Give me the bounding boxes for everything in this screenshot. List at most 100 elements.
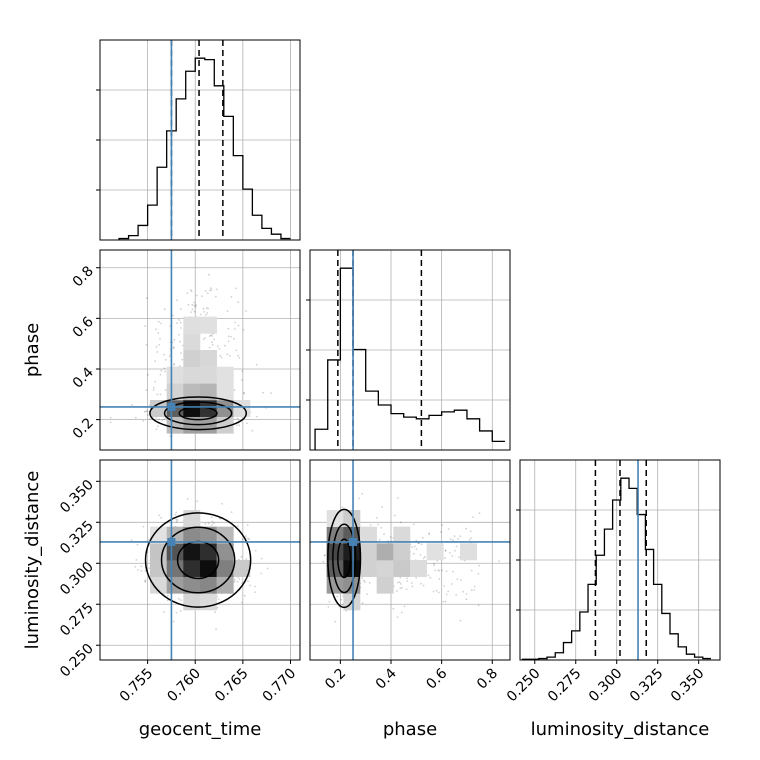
sample-point [245,558,248,560]
sample-point [146,551,149,554]
sample-point [175,520,178,523]
sample-point [159,373,162,376]
panel-luminosity-distance-hist-frame [519,459,721,661]
sample-point [241,538,244,541]
tick-label-y-luminosity-distance-0: 0.250 [57,641,97,681]
sample-point [204,522,207,525]
sample-point [179,321,182,324]
sample-point [414,545,416,548]
sample-point [266,567,269,570]
sample-point [143,410,146,413]
sample-point [419,554,422,556]
truth-marker-luminosity-distance-vs-phase [349,537,358,546]
sample-point [420,543,423,546]
tick-label-x-luminosity-distance-3: 0.325 [627,666,667,706]
sample-point [240,555,243,558]
density-cell [166,560,184,577]
hist-bar-luminosity-distance-5 [563,643,571,660]
tick-label-x-luminosity-distance-0: 0.250 [504,666,544,706]
sample-point [415,548,418,550]
sample-point [399,521,402,524]
sample-point [334,620,337,623]
sample-point [254,585,256,588]
sample-point [399,587,402,590]
panel-phase-vs-geocent-time-frame [99,249,301,451]
sample-point [245,310,248,312]
sample-point [210,334,213,337]
sample-point [219,517,221,520]
sample-point [477,604,480,607]
sample-point [236,424,238,427]
sample-point [217,598,220,601]
sample-point [411,582,413,584]
sample-point [199,313,202,316]
sample-point [470,537,472,539]
sample-point [216,345,219,348]
sample-point [229,355,231,357]
hist-step-luminosity-distance [521,477,711,660]
sample-point [251,429,254,432]
density-cell [216,366,234,384]
sample-point [246,524,249,526]
sample-point [432,590,435,593]
tick-label-x-geocent-time-0: 0.755 [117,666,157,706]
sample-point [130,403,133,406]
hist-bar-geocent-time-8 [195,58,205,240]
sample-point [160,322,163,325]
density-cell [150,526,167,544]
hist-bar-geocent-time-4 [157,167,167,240]
sample-point [179,340,182,343]
sample-point [207,307,210,310]
sample-point [270,392,272,394]
sample-point [424,555,426,558]
sample-point [237,525,239,528]
hist-bar-luminosity-distance-18 [670,634,678,660]
sample-point [186,292,189,295]
scatter-luminosity-distance-vs-geocent-time [100,460,300,660]
sample-point [422,584,425,587]
sample-point [242,328,245,331]
sample-point [211,335,213,337]
sample-point [230,295,233,298]
sample-point [237,354,240,357]
sample-point [159,393,162,396]
density-cell [200,383,217,401]
hist-bar-geocent-time-7 [186,71,196,240]
sample-point [238,424,241,426]
sample-point [157,320,160,323]
sample-point [179,610,182,612]
sample-point [455,594,458,596]
sample-point [473,589,476,591]
sample-point [211,524,213,526]
sample-point [202,338,205,340]
hist-bar-luminosity-distance-13 [629,488,637,660]
sample-point [453,535,456,537]
panel-phase-hist-frame [309,249,511,451]
sample-point [260,557,263,560]
sample-points-phase-vs-geocent-time [109,273,272,438]
sample-point [429,576,432,579]
sample-point [162,611,165,613]
sample-point [193,310,196,313]
sample-point [340,598,343,601]
sample-point [469,530,472,533]
density-cell [200,366,217,384]
sample-point [459,619,462,622]
sample-point [180,352,182,354]
sample-point [220,356,223,359]
scatter-luminosity-distance-vs-phase [310,460,510,660]
sample-point [452,539,454,541]
hist-bar-geocent-time-3 [148,205,158,240]
sample-point [369,524,372,526]
tick-label-x-geocent-time-2: 0.765 [212,666,252,706]
sample-point [148,567,151,570]
sample-point [427,574,430,577]
sample-point [473,585,476,588]
sample-point [448,552,451,554]
sample-point [241,379,243,381]
tick-label-y-phase-0: 0.2 [70,415,97,442]
y-axis-label-phase: phase [22,323,43,377]
sample-point [178,319,181,321]
sample-point [166,594,169,597]
sample-point [193,301,196,304]
